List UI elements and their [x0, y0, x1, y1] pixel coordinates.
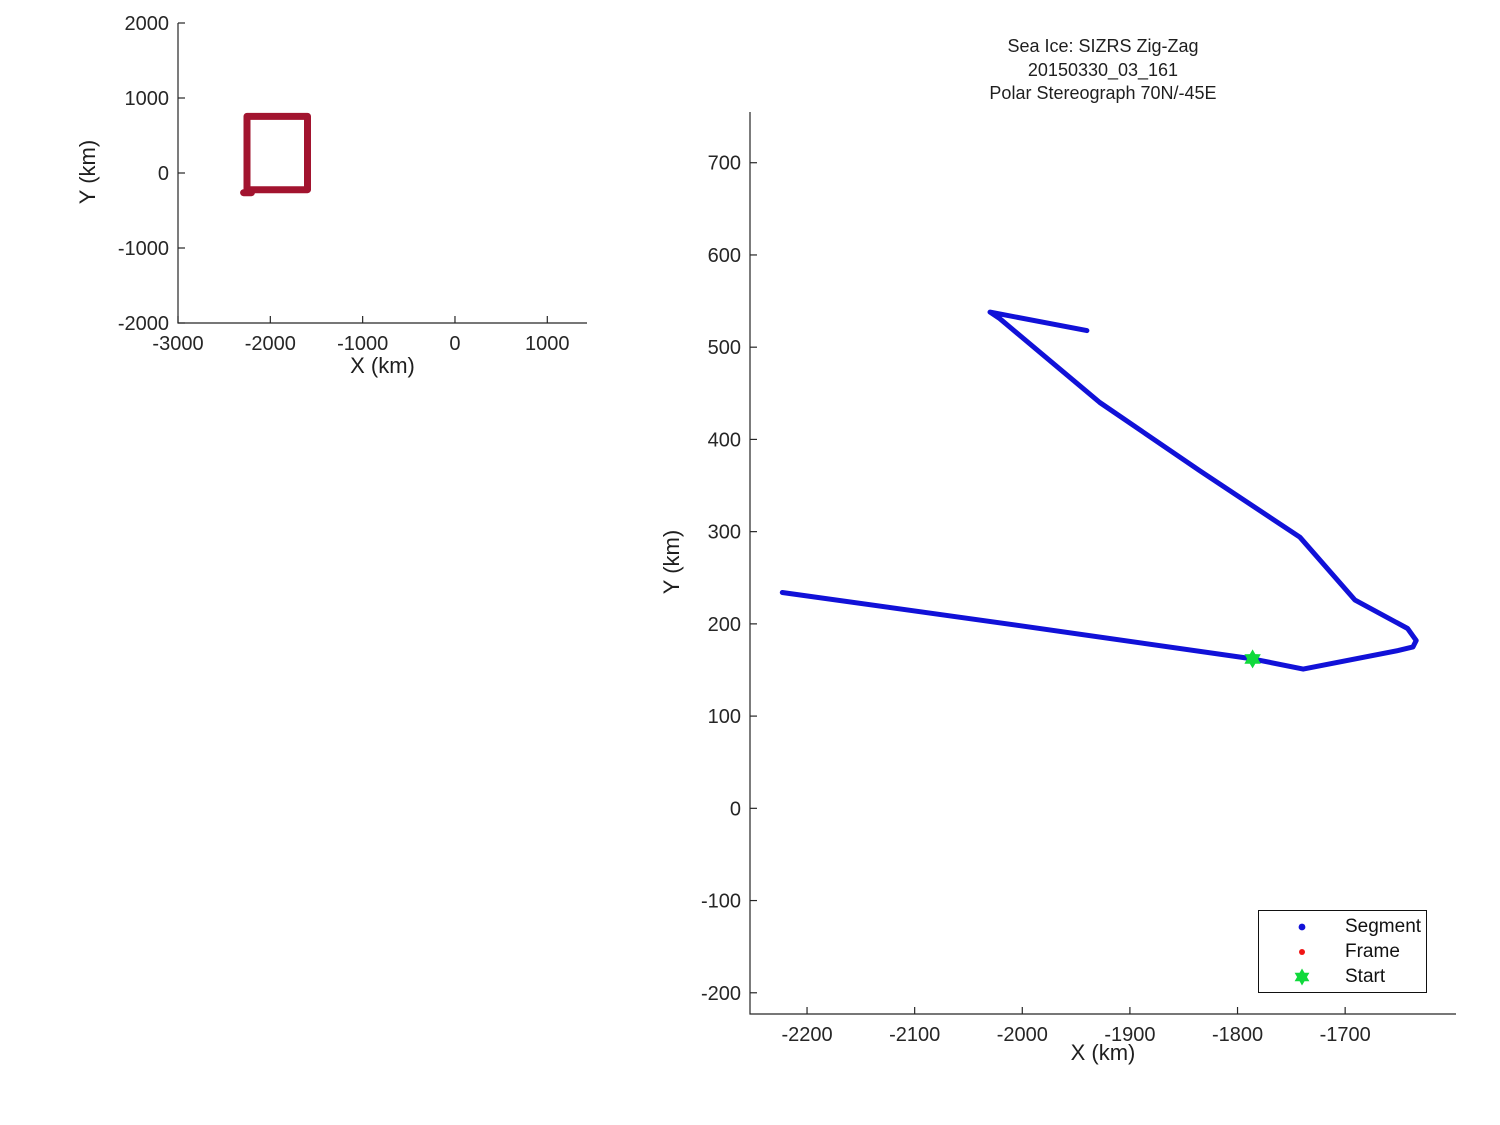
detail-ylabel: Y (km) — [659, 529, 684, 595]
x-tick-label: -2000 — [245, 333, 296, 355]
x-tick-label: -1900 — [1104, 1024, 1155, 1046]
title-line-2: 20150330_03_161 — [1027, 59, 1179, 80]
x-tick-label: -2200 — [781, 1024, 832, 1046]
y-tick-label: 100 — [708, 706, 741, 728]
x-tick-label: 0 — [449, 333, 460, 355]
legend-label-segment: Segment — [1345, 915, 1422, 937]
frame-dot-icon — [1259, 941, 1345, 963]
axis-spines — [749, 112, 1456, 1015]
series-Segment — [779, 309, 1419, 672]
y-tick-label: 0 — [158, 163, 169, 185]
segment-dot-icon — [1259, 916, 1345, 938]
y-tick-label: 700 — [708, 153, 741, 175]
title-line-3: Polar Stereograph 70N/-45E — [989, 83, 1217, 103]
legend-label-frame: Frame — [1345, 940, 1400, 962]
x-tick-label: -2000 — [997, 1024, 1048, 1046]
start-marker — [1244, 649, 1261, 669]
y-tick-label: 0 — [730, 798, 741, 820]
start-hexagram-icon — [1259, 966, 1345, 988]
axis-spines — [177, 23, 587, 324]
y-tick-label: 400 — [708, 429, 741, 451]
y-tick-label: 1000 — [125, 88, 170, 110]
series-detail-region-outline — [243, 112, 311, 194]
overview-ylabel: Y (km) — [75, 139, 100, 205]
legend: Segment Frame Start — [1258, 910, 1427, 993]
legend-row-segment: Segment — [1259, 914, 1426, 939]
x-tick-label: -1000 — [337, 333, 388, 355]
x-tick-label: 1000 — [525, 333, 570, 355]
title-line-1: Sea Ice: SIZRS Zig-Zag — [1007, 36, 1199, 56]
legend-label-start: Start — [1345, 965, 1386, 987]
legend-row-frame: Frame — [1259, 939, 1426, 964]
detail-plot-title: Sea Ice: SIZRS Zig-Zag 20150330_03_161 P… — [903, 35, 1303, 106]
y-tick-label: 500 — [708, 337, 741, 359]
y-tick-label: 200 — [708, 614, 741, 636]
y-tick-label: 2000 — [125, 13, 170, 35]
x-tick-label: -1700 — [1320, 1024, 1371, 1046]
y-tick-label: -2000 — [118, 313, 169, 335]
y-tick-label: -200 — [701, 983, 741, 1005]
x-tick-label: -3000 — [152, 333, 203, 355]
y-tick-label: -1000 — [118, 238, 169, 260]
y-tick-label: 600 — [708, 245, 741, 267]
y-tick-label: 300 — [708, 522, 741, 544]
y-tick-label: -100 — [701, 891, 741, 913]
legend-row-start: Start — [1259, 964, 1426, 989]
x-tick-label: -2100 — [889, 1024, 940, 1046]
detail-xlabel: X (km) — [1070, 1040, 1136, 1065]
overview-xlabel: X (km) — [350, 353, 415, 378]
x-tick-label: -1800 — [1212, 1024, 1263, 1046]
